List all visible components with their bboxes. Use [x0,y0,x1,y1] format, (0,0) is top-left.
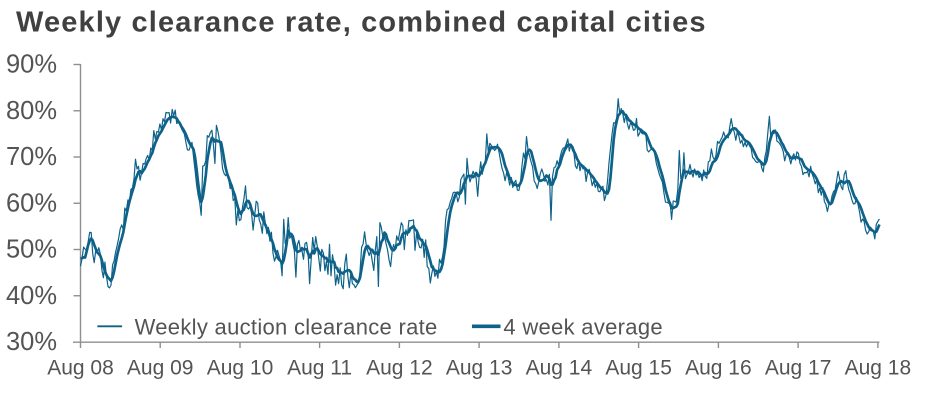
svg-text:70%: 70% [6,143,57,171]
svg-text:4 week average: 4 week average [503,314,663,339]
svg-text:30%: 30% [6,328,57,356]
svg-text:Weekly clearance rate, combine: Weekly clearance rate, combined capital … [16,7,707,39]
svg-text:80%: 80% [6,97,57,125]
svg-text:Weekly auction clearance rate: Weekly auction clearance rate [135,314,438,339]
svg-text:Aug 17: Aug 17 [765,357,832,380]
svg-text:40%: 40% [6,282,57,310]
svg-text:50%: 50% [6,236,57,264]
svg-text:Aug 14: Aug 14 [526,357,593,380]
svg-text:Aug 08: Aug 08 [47,357,114,380]
svg-text:90%: 90% [6,51,57,79]
svg-text:Aug 13: Aug 13 [446,357,513,380]
svg-text:60%: 60% [6,189,57,217]
svg-text:Aug 09: Aug 09 [127,357,194,380]
svg-text:Aug 10: Aug 10 [207,357,274,380]
svg-text:Aug 18: Aug 18 [845,357,912,380]
svg-text:Aug 16: Aug 16 [685,357,752,380]
svg-text:Aug 11: Aug 11 [287,357,352,380]
svg-text:Aug 15: Aug 15 [605,357,672,380]
svg-text:Aug 12: Aug 12 [366,357,433,380]
